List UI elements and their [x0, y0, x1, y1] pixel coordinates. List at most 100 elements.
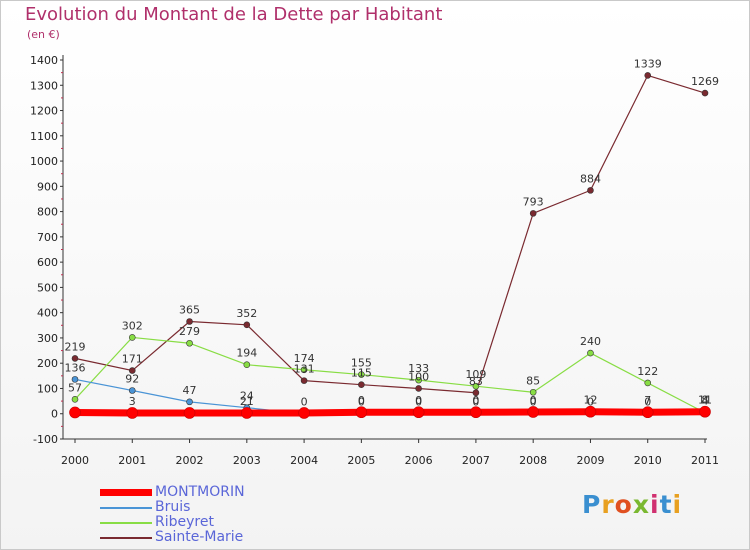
data-label-ribeyret: 4 [702, 395, 709, 408]
y-tick-label: 1100 [30, 130, 58, 143]
legend-item-ribeyret: Ribeyret [100, 515, 245, 530]
data-point-sainte-marie [701, 89, 709, 97]
data-label-sainte-marie: 884 [580, 172, 601, 185]
y-tick-label: 900 [37, 180, 58, 193]
data-label-ribeyret: 174 [294, 352, 315, 365]
legend-item-sainte-marie: Sainte-Marie [100, 530, 245, 545]
data-label-montmorin: 0 [472, 394, 479, 407]
logo-letter: r [601, 490, 615, 519]
data-point-sainte-marie [186, 318, 193, 325]
data-point-ribeyret [186, 339, 193, 347]
data-point-bruis [128, 387, 136, 394]
data-point-montmorin [584, 405, 597, 418]
legend-item-montmorin: MONTMORIN [100, 485, 245, 500]
y-tick-label: 1300 [30, 79, 58, 92]
data-point-bruis [186, 398, 193, 406]
data-point-sainte-marie [71, 355, 79, 362]
data-point-sainte-marie [415, 385, 422, 392]
data-label-sainte-marie: 100 [408, 370, 429, 383]
data-label-sainte-marie: 365 [179, 304, 200, 317]
x-tick-label: 2001 [118, 454, 146, 467]
y-tick-label: -100 [33, 433, 58, 446]
y-tick-label: 0 [51, 408, 58, 421]
data-label-sainte-marie: 219 [65, 340, 86, 353]
data-point-ribeyret [587, 349, 594, 357]
logo-letter: t [659, 490, 673, 519]
data-point-montmorin [412, 406, 425, 419]
data-label-ribeyret: 155 [351, 357, 372, 370]
data-label-bruis: 0 [644, 396, 651, 409]
data-point-montmorin [126, 407, 139, 419]
data-point-montmorin [699, 405, 711, 418]
data-label-ribeyret: 57 [68, 381, 82, 394]
data-label-ribeyret: 302 [122, 319, 143, 332]
y-tick-label: 400 [37, 307, 58, 320]
data-point-montmorin [241, 407, 253, 419]
data-point-sainte-marie [644, 72, 652, 79]
data-point-montmorin [298, 407, 310, 419]
y-tick-label: 800 [37, 206, 58, 219]
series-line-sainte-marie [74, 74, 706, 394]
y-tick-label: 1000 [30, 155, 58, 168]
data-label-montmorin: 7 [644, 394, 651, 407]
data-point-bruis [71, 376, 79, 383]
y-tick-label: 200 [37, 357, 58, 370]
chart-title: Evolution du Montant de la Dette par Hab… [25, 4, 443, 25]
data-label-sainte-marie: 1269 [691, 75, 719, 88]
x-tick-label: 2006 [405, 454, 433, 467]
data-point-montmorin [470, 406, 482, 419]
data-point-sainte-marie [128, 367, 136, 374]
data-label-sainte-marie: 793 [523, 195, 544, 208]
legend-label: MONTMORIN [155, 484, 245, 500]
data-label-montmorin: 21 [240, 395, 254, 408]
data-point-ribeyret [128, 334, 136, 341]
series-line-ribeyret [74, 336, 706, 414]
legend-swatch [100, 489, 152, 496]
data-point-sainte-marie [358, 381, 365, 388]
x-tick-label: 2011 [691, 454, 719, 467]
legend-item-bruis: Bruis [100, 500, 245, 515]
data-label-bruis: 0 [358, 396, 365, 409]
logo-letter: x [632, 490, 650, 519]
proxiti-logo: Proxiti [582, 490, 682, 519]
series-lines [71, 74, 709, 417]
data-label-montmorin: 12 [583, 394, 597, 407]
x-tick-label: 2009 [576, 454, 604, 467]
data-label-sainte-marie: 131 [294, 363, 315, 376]
logo-letter: i [650, 490, 660, 519]
series-line-montmorin [71, 408, 709, 417]
data-point-sainte-marie [472, 389, 480, 397]
data-label-bruis: 0 [301, 396, 308, 409]
data-label-sainte-marie: 1339 [634, 57, 662, 70]
data-label-sainte-marie: 83 [469, 375, 483, 388]
data-point-montmorin [527, 406, 539, 418]
data-label-bruis: 0 [587, 396, 594, 409]
data-label-bruis: 47 [183, 384, 197, 397]
y-tick-label: 500 [37, 281, 58, 294]
x-tick-label: 2005 [347, 454, 375, 467]
data-label-ribeyret: 109 [465, 368, 486, 381]
data-label-sainte-marie: 115 [351, 367, 372, 380]
data-point-ribeyret [300, 366, 308, 374]
legend-label: Ribeyret [155, 514, 214, 530]
legend: MONTMORIN Bruis Ribeyret Sainte-Marie [100, 485, 245, 545]
data-label-ribeyret: 85 [526, 374, 540, 387]
data-point-montmorin [641, 406, 654, 419]
x-tick-label: 2008 [519, 454, 547, 467]
y-tick-label: 1400 [30, 54, 58, 67]
y-tick-label: 1200 [30, 105, 58, 118]
legend-label: Sainte-Marie [155, 529, 244, 545]
unit-label: (en €) [27, 28, 60, 41]
data-point-sainte-marie [243, 321, 251, 329]
x-tick-label: 2002 [176, 454, 204, 467]
series-points [69, 72, 711, 419]
logo-letter: o [614, 490, 633, 519]
data-point-sainte-marie [300, 377, 308, 384]
data-point-ribeyret [71, 396, 79, 403]
data-label-ribeyret: 194 [236, 347, 257, 360]
y-tick-label: 300 [37, 332, 58, 345]
data-point-ribeyret [243, 361, 251, 369]
data-label-bruis: 136 [65, 361, 86, 374]
